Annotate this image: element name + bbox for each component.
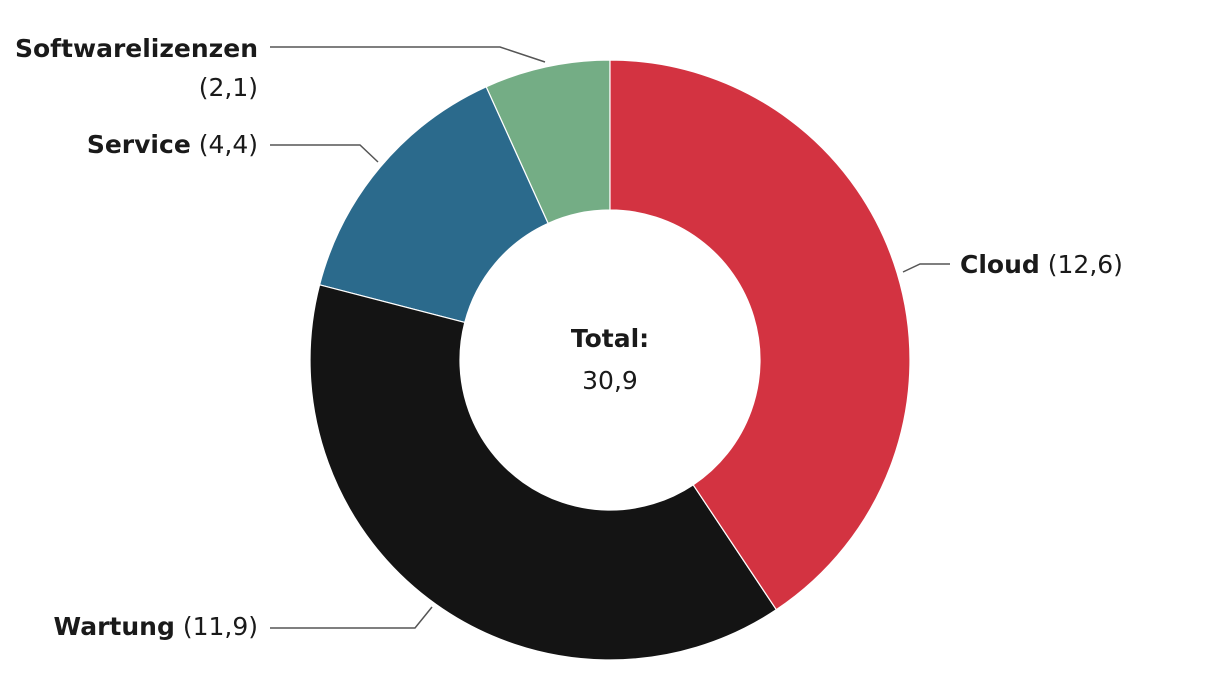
total-value: 30,9	[582, 366, 638, 395]
space	[175, 612, 183, 641]
slice-label: Softwarelizenzen	[15, 34, 258, 63]
space	[191, 130, 199, 159]
value-label: (4,4)	[199, 130, 258, 159]
center-title: Total:	[571, 324, 649, 353]
donut-segment	[318, 85, 549, 324]
space	[1040, 250, 1048, 279]
value-label: (12,6)	[1048, 250, 1123, 279]
donut-segment	[609, 59, 911, 611]
leader-line	[270, 46, 546, 63]
slice-label: Service (4,4)	[87, 130, 258, 159]
leader-line	[902, 263, 950, 273]
category-name: Cloud	[960, 250, 1040, 279]
slice-label: Wartung (11,9)	[54, 612, 258, 641]
value-label: (11,9)	[183, 612, 258, 641]
donut-segment	[309, 284, 778, 661]
category-name: Service	[87, 130, 191, 159]
leader-line	[270, 144, 379, 163]
value-label: (2,1)	[199, 73, 258, 102]
category-name: Wartung	[54, 612, 175, 641]
leader-line	[270, 606, 433, 629]
slice-label: Cloud (12,6)	[960, 250, 1123, 279]
